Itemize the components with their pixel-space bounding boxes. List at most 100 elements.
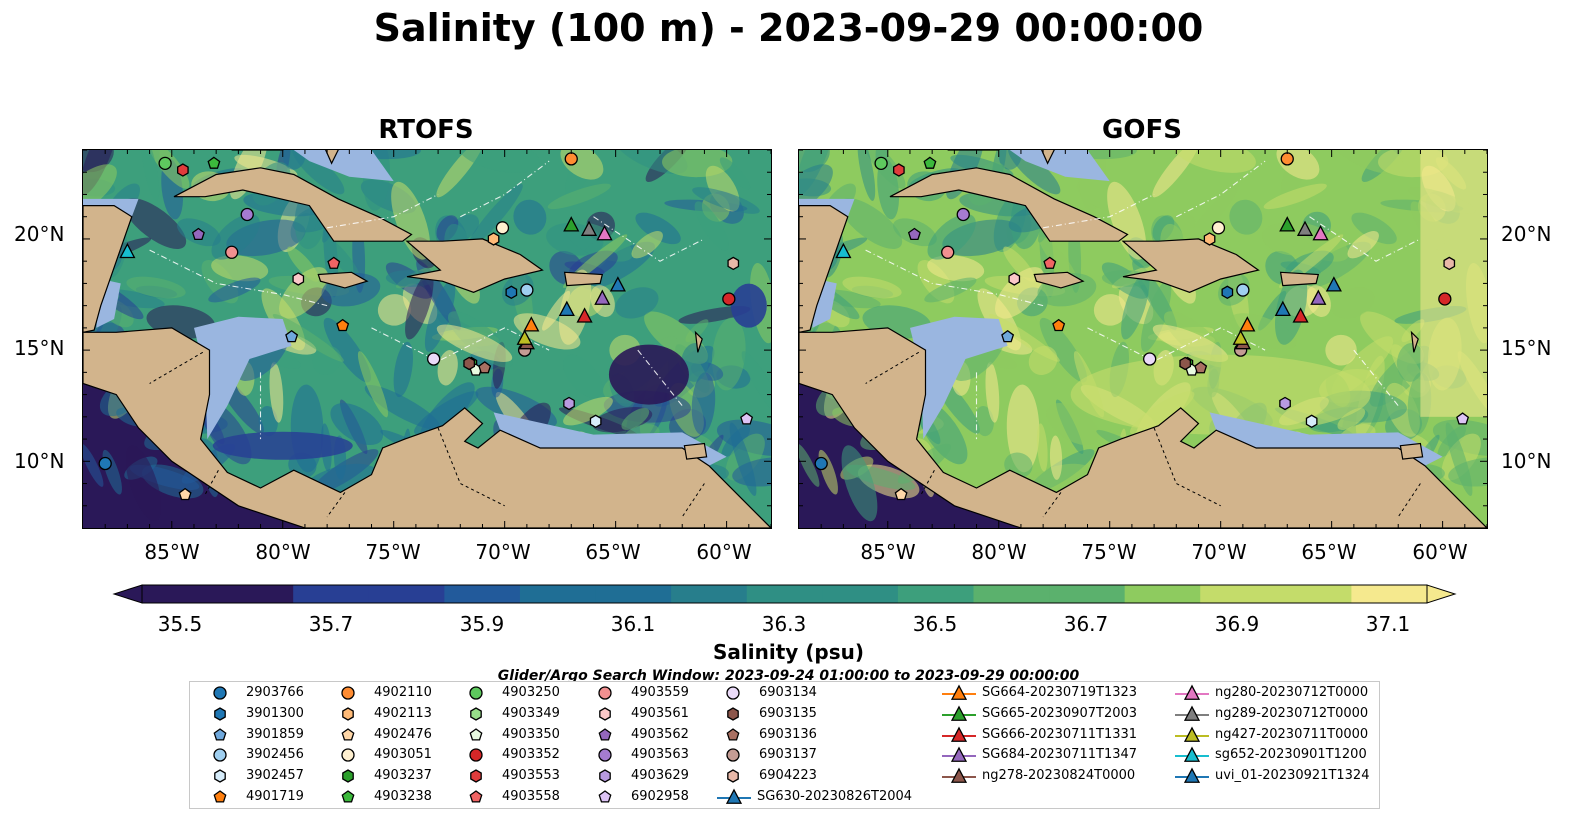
map-panel-rtofs[interactable] [82, 149, 772, 529]
argo-float-3902456[interactable] [520, 283, 534, 297]
legend-marker-4902476[interactable] [341, 727, 355, 741]
argo-float-6903135[interactable] [463, 356, 476, 371]
legend-marker-4903561[interactable] [599, 707, 611, 721]
legend-marker-4903237[interactable] [342, 769, 354, 783]
legend-marker-2903766[interactable] [213, 686, 227, 700]
glider-ng280-20230712T0000[interactable] [1312, 225, 1329, 241]
argo-float-6903136[interactable] [478, 361, 492, 374]
legend-marker-3901859[interactable] [213, 727, 227, 741]
legend-marker-6903134[interactable] [726, 686, 740, 700]
legend-marker-SG666-20230711T1331[interactable] [950, 726, 968, 742]
legend-marker-6903137[interactable] [726, 748, 740, 763]
argo-float-3902457[interactable] [589, 414, 602, 429]
argo-float-4903561[interactable] [1008, 272, 1021, 286]
glider-uvi_01-20230921T1324[interactable] [558, 300, 575, 316]
glider-SG666-20230711T1331[interactable] [576, 307, 593, 323]
glider-SG664-20230719T1323[interactable] [1239, 316, 1256, 332]
legend-marker-4903559[interactable] [598, 686, 612, 700]
argo-float-3901300[interactable] [1221, 285, 1234, 300]
argo-float-3901859[interactable] [285, 329, 299, 343]
argo-float-6902958[interactable] [740, 412, 754, 425]
argo-float-4903563[interactable] [956, 207, 970, 222]
argo-float-6903136[interactable] [1194, 361, 1208, 374]
argo-float-4903629[interactable] [563, 396, 575, 411]
glider-SG665-20230907T2003[interactable] [563, 216, 580, 232]
legend-marker-3902456[interactable] [213, 748, 227, 763]
legend-marker-4903629[interactable] [599, 769, 611, 783]
legend-marker-SG665-20230907T2003[interactable] [950, 705, 968, 721]
glider-SG630-20230826T2004[interactable] [609, 276, 626, 292]
argo-float-3902457[interactable] [1305, 414, 1318, 429]
legend-marker-4902113[interactable] [342, 707, 354, 721]
argo-float-3901859[interactable] [1001, 329, 1015, 343]
legend-marker-4903238[interactable] [341, 790, 355, 803]
argo-float-6904223[interactable] [1443, 256, 1456, 271]
argo-float-4903553[interactable] [893, 163, 905, 177]
legend-marker-4903349[interactable] [470, 707, 482, 721]
argo-float-4903558[interactable] [1043, 256, 1057, 269]
legend-marker-4903352[interactable] [469, 748, 483, 763]
legend-marker-ng427-20230711T0000[interactable] [1183, 726, 1201, 742]
map-panel-gofs[interactable] [798, 149, 1488, 529]
argo-float-4902476[interactable] [894, 487, 908, 501]
argo-float-4902113[interactable] [1203, 232, 1216, 246]
glider-ng289-20230712T0000[interactable] [1296, 220, 1314, 236]
legend-marker-4903051[interactable] [341, 748, 355, 763]
legend-marker-6903135[interactable] [727, 707, 739, 721]
argo-float-4903561[interactable] [292, 272, 305, 286]
legend-marker-4903553[interactable] [470, 769, 482, 783]
legend-marker-SG684-20230711T1347[interactable] [950, 746, 968, 763]
glider-SG665-20230907T2003[interactable] [1279, 216, 1296, 232]
argo-float-6903134[interactable] [427, 352, 441, 366]
glider-SG684-20230711T1347[interactable] [1310, 289, 1327, 305]
argo-float-4903238[interactable] [923, 156, 937, 169]
legend-marker-3902457[interactable] [214, 769, 226, 783]
legend-marker-sg652-20230901T1200[interactable] [1183, 746, 1201, 763]
glider-SG684-20230711T1347[interactable] [594, 289, 611, 305]
legend-marker-6903136[interactable] [726, 727, 740, 741]
argo-float-2903766[interactable] [814, 456, 828, 471]
legend-marker-4903562[interactable] [598, 727, 612, 741]
legend-marker-ng280-20230712T0000[interactable] [1183, 684, 1201, 700]
argo-float-4903250[interactable] [158, 156, 172, 170]
argo-float-6904223[interactable] [727, 256, 740, 271]
glider-ng280-20230712T0000[interactable] [596, 225, 613, 241]
argo-float-6903135[interactable] [1179, 356, 1192, 371]
argo-float-4902110[interactable] [1280, 152, 1294, 166]
argo-float-4901719[interactable] [336, 318, 350, 332]
argo-float-4903553[interactable] [177, 163, 189, 177]
glider-SG630-20230826T2004[interactable] [1325, 276, 1342, 292]
glider-ng289-20230712T0000[interactable] [580, 220, 598, 236]
argo-float-4903250[interactable] [874, 156, 888, 170]
legend-marker-4903563[interactable] [598, 748, 612, 763]
glider-SG666-20230711T1331[interactable] [1292, 307, 1309, 323]
argo-float-4902113[interactable] [487, 232, 500, 246]
legend-marker-ng278-20230824T0000[interactable] [950, 767, 968, 784]
argo-float-4903352[interactable] [1438, 292, 1452, 306]
argo-float-4903051[interactable] [495, 221, 510, 235]
argo-float-4903562[interactable] [907, 227, 921, 240]
argo-float-4902110[interactable] [564, 152, 578, 166]
legend-marker-SG664-20230719T1323[interactable] [950, 684, 968, 700]
argo-float-4902476[interactable] [178, 487, 192, 501]
argo-float-4903629[interactable] [1279, 396, 1291, 411]
argo-float-3902456[interactable] [1236, 283, 1250, 297]
glider-ng427-20230711T0000[interactable] [516, 329, 533, 345]
legend-marker-4903350[interactable] [469, 727, 483, 741]
argo-float-6902958[interactable] [1456, 412, 1470, 425]
argo-float-4903559[interactable] [941, 245, 955, 259]
argo-float-4903562[interactable] [191, 227, 205, 240]
legend-marker-4901719[interactable] [213, 790, 227, 803]
legend-marker-6904223[interactable] [727, 769, 739, 783]
glider-sg652-20230901T1200[interactable] [835, 242, 852, 259]
argo-float-4903238[interactable] [207, 156, 221, 169]
argo-float-4903558[interactable] [327, 256, 341, 269]
argo-float-4903559[interactable] [225, 245, 239, 259]
argo-float-3901300[interactable] [505, 285, 518, 300]
legend-marker-ng289-20230712T0000[interactable] [1183, 705, 1201, 721]
glider-sg652-20230901T1200[interactable] [119, 242, 136, 259]
argo-float-4903352[interactable] [722, 292, 736, 306]
glider-uvi_01-20230921T1324[interactable] [1274, 300, 1291, 316]
argo-float-4903051[interactable] [1211, 221, 1226, 235]
argo-float-2903766[interactable] [98, 456, 112, 471]
